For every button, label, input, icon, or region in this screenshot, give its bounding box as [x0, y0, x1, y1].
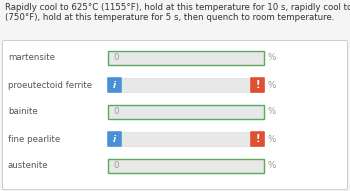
Text: martensite: martensite	[8, 53, 55, 62]
Text: proeutectoid ferrite: proeutectoid ferrite	[8, 80, 92, 90]
Bar	[108, 51, 264, 65]
Text: %: %	[268, 134, 276, 143]
Text: 0: 0	[113, 162, 119, 171]
Bar	[108, 132, 264, 146]
Text: %: %	[268, 53, 276, 62]
Text: (750°F), hold at this temperature for 5 s, then quench to room temperature.: (750°F), hold at this temperature for 5 …	[5, 13, 334, 22]
Text: Rapidly cool to 625°C (1155°F), hold at this temperature for 10 s, rapidly cool : Rapidly cool to 625°C (1155°F), hold at …	[5, 3, 350, 12]
FancyBboxPatch shape	[2, 40, 348, 189]
Text: 0: 0	[113, 108, 119, 117]
Text: austenite: austenite	[8, 162, 49, 171]
Text: !: !	[255, 80, 260, 90]
Text: !: !	[255, 134, 260, 144]
FancyBboxPatch shape	[107, 77, 122, 93]
Text: i: i	[113, 80, 116, 90]
Text: fine pearlite: fine pearlite	[8, 134, 60, 143]
Text: i: i	[113, 134, 116, 143]
Bar	[108, 159, 264, 173]
FancyBboxPatch shape	[250, 131, 265, 147]
FancyBboxPatch shape	[107, 131, 122, 147]
Text: 0: 0	[113, 53, 119, 62]
Text: %: %	[268, 80, 276, 90]
Text: %: %	[268, 162, 276, 171]
Bar	[108, 78, 264, 92]
FancyBboxPatch shape	[250, 77, 265, 93]
Text: bainite: bainite	[8, 108, 38, 117]
Bar	[108, 105, 264, 119]
Text: %: %	[268, 108, 276, 117]
